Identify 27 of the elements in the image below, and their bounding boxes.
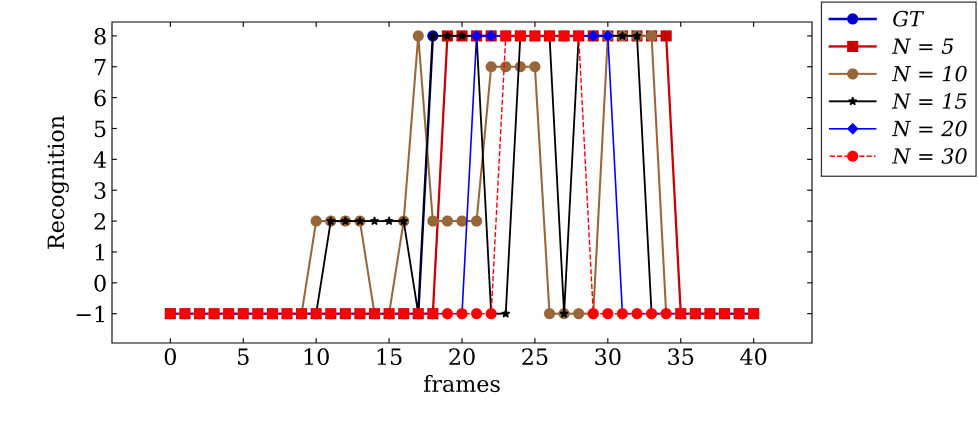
y-tick-label: 5 bbox=[94, 120, 106, 138]
x-tick-label: 35 bbox=[668, 348, 694, 366]
x-tick-label: 5 bbox=[238, 348, 249, 366]
x-tick-label: 0 bbox=[164, 348, 176, 366]
legend-label: N = 20 bbox=[892, 120, 967, 136]
x-tick-label: 25 bbox=[522, 348, 548, 366]
legend-label: N = 5 bbox=[892, 38, 954, 54]
legend-label: N = 10 bbox=[892, 66, 967, 82]
y-tick-label: 7 bbox=[94, 58, 106, 76]
legend-label: GT bbox=[893, 10, 924, 27]
x-axis-title: frames bbox=[424, 374, 500, 392]
x-tick-label: 20 bbox=[449, 348, 475, 366]
legend-label: N = 15 bbox=[892, 93, 966, 109]
y-tick-label: 8 bbox=[94, 28, 106, 45]
y-tick-label: 3 bbox=[94, 182, 106, 199]
x-tick-label: 15 bbox=[378, 348, 402, 366]
x-tick-label: 10 bbox=[304, 348, 329, 366]
x-tick-label: 40 bbox=[740, 348, 766, 366]
y-tick-label: 4 bbox=[94, 151, 106, 168]
y-tick-label: 0 bbox=[94, 274, 106, 292]
legend-label: N = 30 bbox=[892, 148, 967, 164]
y-axis-title: Recognition bbox=[48, 116, 69, 249]
y-tick-label: 6 bbox=[94, 90, 106, 106]
y-tick-label: 2 bbox=[94, 213, 105, 230]
y-tick-label: 1 bbox=[96, 244, 104, 260]
x-tick-label: 30 bbox=[595, 348, 620, 366]
y-tick-label: −1 bbox=[76, 306, 104, 322]
